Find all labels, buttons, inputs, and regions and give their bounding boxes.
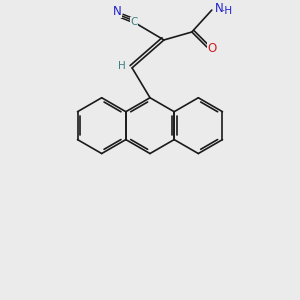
Text: O: O bbox=[207, 42, 216, 56]
Text: N: N bbox=[215, 2, 224, 15]
Text: N: N bbox=[113, 4, 122, 18]
Text: H: H bbox=[118, 61, 126, 71]
Text: ·H: ·H bbox=[222, 6, 233, 16]
Text: C: C bbox=[130, 17, 138, 27]
